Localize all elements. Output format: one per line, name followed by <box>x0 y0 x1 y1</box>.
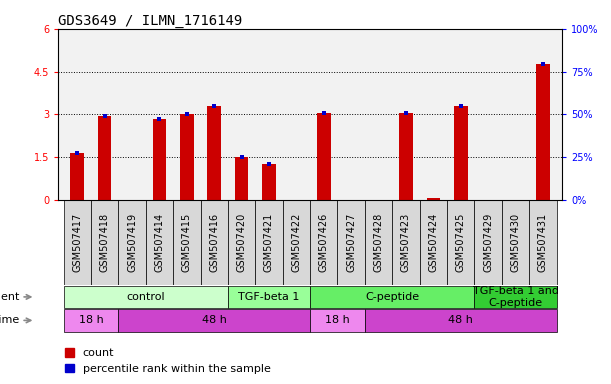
Text: GSM507414: GSM507414 <box>155 212 164 271</box>
Bar <box>180 114 194 200</box>
Bar <box>475 200 502 285</box>
Bar <box>64 309 119 332</box>
Bar <box>365 309 557 332</box>
Text: TGF-beta 1: TGF-beta 1 <box>238 292 299 302</box>
Bar <box>454 106 467 200</box>
Bar <box>529 200 557 285</box>
Bar <box>64 200 91 285</box>
Text: GSM507419: GSM507419 <box>127 212 137 271</box>
Bar <box>337 200 365 285</box>
Text: TGF-beta 1 and
C-peptide: TGF-beta 1 and C-peptide <box>472 286 558 308</box>
Bar <box>173 200 200 285</box>
Bar <box>200 200 228 285</box>
Text: GSM507423: GSM507423 <box>401 212 411 272</box>
Text: 18 h: 18 h <box>79 315 103 325</box>
Text: GSM507430: GSM507430 <box>511 212 521 271</box>
Text: C-peptide: C-peptide <box>365 292 419 302</box>
Bar <box>392 200 420 285</box>
Bar <box>91 200 119 285</box>
Bar <box>145 200 173 285</box>
Bar <box>262 164 276 200</box>
Bar <box>310 200 337 285</box>
Bar <box>255 200 283 285</box>
Bar <box>317 113 331 200</box>
Text: GSM507426: GSM507426 <box>319 212 329 272</box>
Text: GSM507417: GSM507417 <box>72 212 82 272</box>
Text: 18 h: 18 h <box>325 315 350 325</box>
Bar <box>207 106 221 200</box>
Text: GSM507427: GSM507427 <box>346 212 356 272</box>
Bar <box>502 200 529 285</box>
Bar <box>420 200 447 285</box>
Text: GSM507422: GSM507422 <box>291 212 301 272</box>
Text: GSM507420: GSM507420 <box>236 212 247 272</box>
Bar <box>310 286 475 308</box>
Text: GSM507416: GSM507416 <box>209 212 219 271</box>
Text: GSM507418: GSM507418 <box>100 212 109 271</box>
Text: GSM507425: GSM507425 <box>456 212 466 272</box>
Bar <box>228 200 255 285</box>
Text: GSM507428: GSM507428 <box>373 212 384 272</box>
Text: 48 h: 48 h <box>448 315 473 325</box>
Bar <box>153 119 166 200</box>
Text: time: time <box>0 315 20 325</box>
Bar <box>98 116 111 200</box>
Text: agent: agent <box>0 292 20 302</box>
Bar <box>228 286 310 308</box>
Bar <box>310 309 365 332</box>
Text: GSM507424: GSM507424 <box>428 212 438 272</box>
Bar <box>536 65 550 200</box>
Bar <box>119 200 145 285</box>
Text: control: control <box>126 292 165 302</box>
Text: GSM507429: GSM507429 <box>483 212 493 272</box>
Text: 48 h: 48 h <box>202 315 227 325</box>
Bar <box>475 286 557 308</box>
Bar <box>426 198 440 200</box>
Bar <box>399 113 413 200</box>
Legend: count, percentile rank within the sample: count, percentile rank within the sample <box>60 344 275 379</box>
Text: GSM507421: GSM507421 <box>264 212 274 272</box>
Bar <box>64 286 228 308</box>
Bar <box>283 200 310 285</box>
Text: GSM507415: GSM507415 <box>182 212 192 272</box>
Bar <box>119 309 310 332</box>
Bar <box>365 200 392 285</box>
Bar <box>70 153 84 200</box>
Text: GSM507431: GSM507431 <box>538 212 548 271</box>
Bar <box>235 157 249 200</box>
Text: GDS3649 / ILMN_1716149: GDS3649 / ILMN_1716149 <box>58 14 243 28</box>
Bar <box>447 200 475 285</box>
